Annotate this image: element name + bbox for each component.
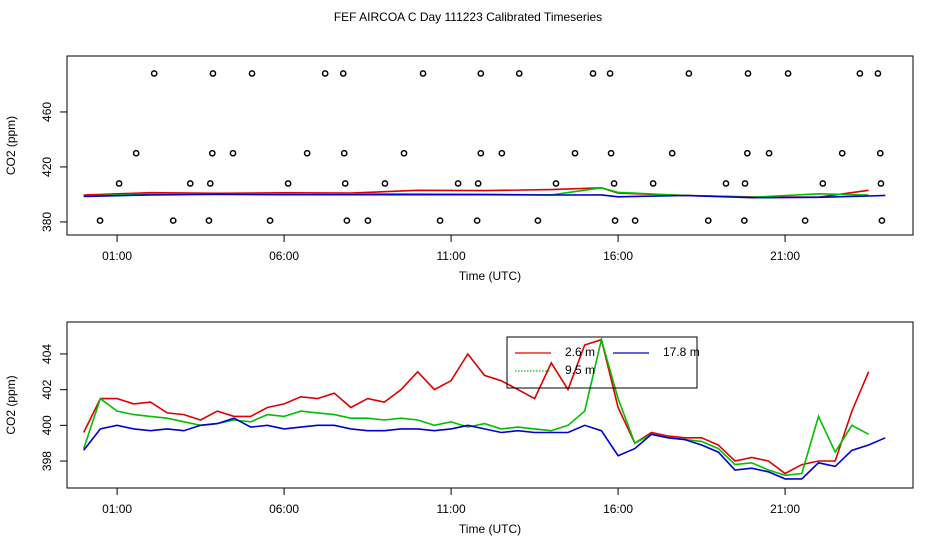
x-tick-label: 16:00 (603, 502, 633, 516)
flag-point (341, 180, 349, 187)
flag-point (515, 70, 523, 77)
flag-point (477, 70, 485, 77)
flag-point (765, 149, 773, 157)
flag-point (436, 217, 444, 224)
flag-point (606, 70, 614, 77)
plot-frame (66, 55, 914, 236)
flag-point (303, 149, 311, 157)
flag-point (801, 217, 809, 224)
flag-point (364, 217, 372, 224)
x-tick-label: 21:00 (770, 249, 800, 263)
flag-point (454, 180, 462, 187)
flag-point (819, 180, 827, 187)
flag-point (340, 149, 348, 157)
series-line (83, 417, 886, 480)
flag-point (400, 149, 408, 157)
flag-point (649, 180, 657, 187)
flag-point (284, 180, 292, 187)
flag-point (877, 180, 885, 187)
flag-point (611, 217, 619, 224)
flag-point (856, 70, 864, 77)
flag-point (874, 70, 882, 77)
legend-label: 9.5 m (565, 363, 595, 377)
x-tick-label: 01:00 (102, 249, 132, 263)
x-tick-label: 11:00 (437, 502, 466, 516)
flag-point (607, 149, 615, 157)
flag-point (571, 149, 579, 157)
flag-point (784, 70, 792, 77)
flag-point (419, 70, 427, 77)
legend-label: 17.8 m (663, 345, 700, 359)
flag-point (229, 149, 237, 157)
flag-point (206, 180, 214, 187)
y-axis-label: CO2 (ppm) (4, 116, 18, 175)
y-axis-label: CO2 (ppm) (4, 375, 18, 434)
flag-point (498, 149, 506, 157)
flag-point (477, 149, 485, 157)
flag-point (381, 180, 389, 187)
flag-point (248, 70, 256, 77)
flag-point (743, 149, 751, 157)
x-tick-label: 11:00 (437, 249, 466, 263)
flag-point (132, 149, 140, 157)
flag-point (343, 217, 351, 224)
x-axis-label: Time (UTC) (459, 269, 521, 283)
flag-point (208, 149, 216, 157)
flag-point (838, 149, 846, 157)
flag-point (96, 217, 104, 224)
flag-point (685, 70, 693, 77)
flag-point (150, 70, 158, 77)
legend-box (506, 336, 698, 389)
flag-point (722, 180, 730, 187)
flag-point (668, 149, 676, 157)
chart-title: FEF AIRCOA C Day 111223 Calibrated Times… (334, 10, 602, 24)
flag-point (631, 217, 639, 224)
x-tick-label: 01:00 (102, 502, 132, 516)
flag-point (589, 70, 597, 77)
y-tick-label: 398 (40, 451, 54, 471)
series-line (83, 193, 886, 199)
y-tick-label: 380 (40, 212, 54, 232)
series-line (83, 186, 869, 199)
y-tick-label: 402 (40, 379, 54, 399)
flag-point (741, 180, 749, 187)
plot-frame (66, 321, 914, 489)
y-tick-label: 460 (40, 102, 54, 122)
x-axis-label: Time (UTC) (459, 522, 521, 536)
series-line (82, 338, 870, 475)
flag-point (321, 70, 329, 77)
flag-point (744, 70, 752, 77)
flag-point (169, 217, 177, 224)
flag-point (740, 217, 748, 224)
flag-point (266, 217, 274, 224)
flag-point (534, 217, 542, 224)
y-tick-label: 400 (40, 415, 54, 435)
flag-point (473, 217, 481, 224)
plot-area (83, 70, 886, 224)
flag-point (474, 180, 482, 187)
flag-point (878, 217, 886, 224)
x-tick-label: 06:00 (269, 502, 299, 516)
series-line (82, 336, 869, 477)
flag-point (610, 180, 618, 187)
plot-area (82, 336, 886, 480)
flag-point (205, 217, 213, 224)
flag-point (876, 149, 884, 157)
flag-point (186, 180, 194, 187)
x-tick-label: 06:00 (269, 249, 299, 263)
flag-point (115, 180, 123, 187)
y-tick-label: 404 (40, 344, 54, 364)
x-tick-label: 21:00 (770, 502, 800, 516)
flag-point (704, 217, 712, 224)
y-tick-label: 420 (40, 157, 54, 177)
flag-point (209, 70, 217, 77)
legend-label: 2.6 m (565, 345, 595, 359)
x-tick-label: 16:00 (603, 249, 633, 263)
flag-point (552, 180, 560, 187)
flag-point (339, 70, 347, 77)
